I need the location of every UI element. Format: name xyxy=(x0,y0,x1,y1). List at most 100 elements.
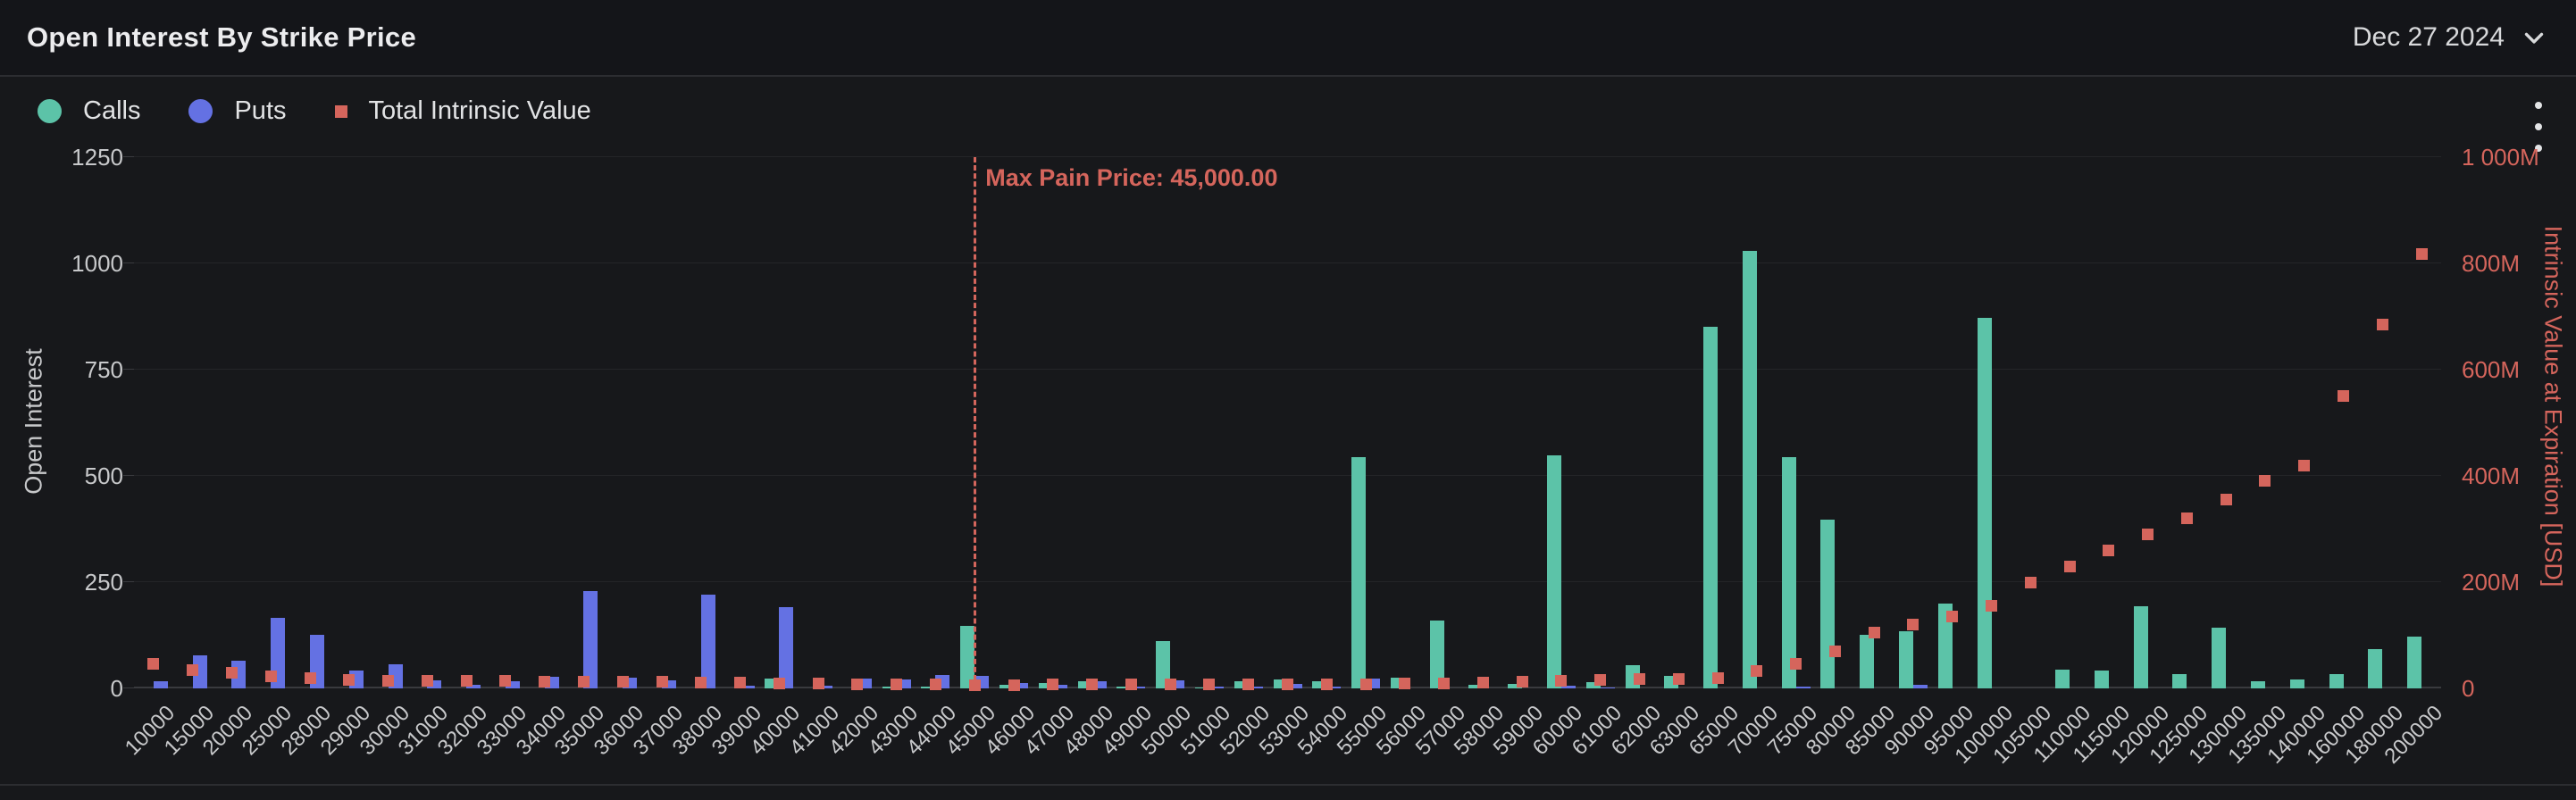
puts-bar-52000[interactable] xyxy=(1248,687,1263,688)
calls-bar-43000[interactable] xyxy=(882,686,897,688)
legend-item-total-intrinsic-value[interactable]: Total Intrinsic Value xyxy=(334,96,591,126)
puts-bar-49000[interactable] xyxy=(1131,686,1146,688)
calls-bar-61000[interactable] xyxy=(1585,681,1601,688)
calls-bar-110000[interactable] xyxy=(2055,669,2070,688)
intrinsic-value-marker-29000[interactable] xyxy=(343,673,355,686)
intrinsic-value-marker-56000[interactable] xyxy=(1399,678,1411,690)
puts-bar-47000[interactable] xyxy=(1052,685,1067,688)
intrinsic-value-marker-85000[interactable] xyxy=(1868,627,1880,639)
intrinsic-value-marker-43000[interactable] xyxy=(891,679,903,691)
calls-bar-200000[interactable] xyxy=(2407,637,2422,688)
intrinsic-value-marker-40000[interactable] xyxy=(773,678,785,690)
calls-bar-90000[interactable] xyxy=(1898,631,1913,688)
intrinsic-value-marker-70000[interactable] xyxy=(1751,665,1763,678)
intrinsic-value-marker-105000[interactable] xyxy=(2024,576,2037,588)
intrinsic-value-marker-63000[interactable] xyxy=(1672,672,1685,685)
puts-bar-38000[interactable] xyxy=(700,595,715,688)
puts-bar-32000[interactable] xyxy=(466,685,481,688)
calls-bar-65000[interactable] xyxy=(1703,327,1719,688)
intrinsic-value-marker-48000[interactable] xyxy=(1086,679,1099,691)
puts-bar-50000[interactable] xyxy=(1170,679,1185,688)
legend-item-puts[interactable]: Puts xyxy=(188,96,287,126)
intrinsic-value-marker-52000[interactable] xyxy=(1242,679,1255,691)
intrinsic-value-marker-30000[interactable] xyxy=(382,674,395,687)
intrinsic-value-marker-65000[interactable] xyxy=(1711,671,1724,684)
calls-bar-125000[interactable] xyxy=(2172,674,2187,688)
intrinsic-value-marker-25000[interactable] xyxy=(264,670,277,682)
intrinsic-value-marker-90000[interactable] xyxy=(1907,619,1919,631)
intrinsic-value-marker-15000[interactable] xyxy=(187,663,199,676)
calls-bar-135000[interactable] xyxy=(2250,680,2265,688)
legend-item-calls[interactable]: Calls xyxy=(38,96,140,126)
puts-bar-54000[interactable] xyxy=(1326,687,1342,688)
intrinsic-value-marker-53000[interactable] xyxy=(1282,679,1293,691)
intrinsic-value-marker-47000[interactable] xyxy=(1047,679,1059,691)
calls-bar-50000[interactable] xyxy=(1156,640,1171,688)
calls-bar-52000[interactable] xyxy=(1234,681,1249,688)
puts-bar-46000[interactable] xyxy=(1014,682,1029,688)
calls-bar-40000[interactable] xyxy=(765,679,780,688)
calls-bar-130000[interactable] xyxy=(2212,628,2227,688)
calls-bar-55000[interactable] xyxy=(1351,456,1367,688)
calls-bar-58000[interactable] xyxy=(1468,684,1484,688)
puts-bar-15000[interactable] xyxy=(192,654,207,688)
calls-bar-100000[interactable] xyxy=(1977,317,1992,688)
expiry-date-selector[interactable]: Dec 27 2024 xyxy=(2353,22,2549,53)
puts-bar-41000[interactable] xyxy=(818,685,833,688)
puts-bar-48000[interactable] xyxy=(1091,680,1107,688)
intrinsic-value-marker-10000[interactable] xyxy=(147,658,160,671)
intrinsic-value-marker-39000[interactable] xyxy=(734,676,747,688)
intrinsic-value-marker-35000[interactable] xyxy=(577,675,590,688)
puts-bar-75000[interactable] xyxy=(1795,686,1811,688)
intrinsic-value-marker-59000[interactable] xyxy=(1516,676,1528,688)
intrinsic-value-marker-49000[interactable] xyxy=(1125,678,1137,690)
puts-bar-33000[interactable] xyxy=(505,681,520,688)
calls-bar-44000[interactable] xyxy=(921,686,936,688)
intrinsic-value-marker-32000[interactable] xyxy=(460,675,473,688)
puts-bar-60000[interactable] xyxy=(1560,686,1576,688)
calls-bar-56000[interactable] xyxy=(1390,678,1405,688)
kebab-menu-button[interactable] xyxy=(2521,100,2556,154)
intrinsic-value-marker-125000[interactable] xyxy=(2180,512,2193,525)
calls-bar-54000[interactable] xyxy=(1312,681,1327,688)
puts-bar-43000[interactable] xyxy=(896,679,911,688)
puts-bar-90000[interactable] xyxy=(1912,685,1928,688)
intrinsic-value-marker-180000[interactable] xyxy=(2376,318,2388,330)
intrinsic-value-marker-110000[interactable] xyxy=(2063,560,2076,572)
intrinsic-value-marker-28000[interactable] xyxy=(304,672,316,685)
intrinsic-value-marker-55000[interactable] xyxy=(1359,678,1372,690)
calls-bar-80000[interactable] xyxy=(1820,520,1836,688)
puts-bar-10000[interactable] xyxy=(153,680,168,688)
intrinsic-value-marker-57000[interactable] xyxy=(1438,677,1451,689)
calls-bar-47000[interactable] xyxy=(1038,682,1053,688)
calls-bar-120000[interactable] xyxy=(2133,606,2148,688)
calls-bar-45000[interactable] xyxy=(960,626,975,688)
intrinsic-value-marker-100000[interactable] xyxy=(1986,600,1998,612)
intrinsic-value-marker-60000[interactable] xyxy=(1555,675,1568,688)
calls-bar-140000[interactable] xyxy=(2289,679,2304,688)
intrinsic-value-marker-160000[interactable] xyxy=(2338,390,2350,403)
intrinsic-value-marker-54000[interactable] xyxy=(1320,679,1333,691)
intrinsic-value-marker-58000[interactable] xyxy=(1476,676,1489,688)
intrinsic-value-marker-115000[interactable] xyxy=(2103,544,2115,556)
intrinsic-value-marker-45000[interactable] xyxy=(968,679,981,691)
intrinsic-value-marker-31000[interactable] xyxy=(421,674,433,687)
intrinsic-value-marker-42000[interactable] xyxy=(851,678,864,690)
calls-bar-49000[interactable] xyxy=(1117,686,1132,688)
intrinsic-value-marker-140000[interactable] xyxy=(2298,459,2311,471)
intrinsic-value-marker-75000[interactable] xyxy=(1790,657,1802,670)
intrinsic-value-marker-135000[interactable] xyxy=(2259,475,2271,488)
calls-bar-115000[interactable] xyxy=(2094,671,2109,688)
intrinsic-value-marker-41000[interactable] xyxy=(812,678,824,690)
intrinsic-value-marker-38000[interactable] xyxy=(695,676,707,688)
calls-bar-60000[interactable] xyxy=(1546,455,1561,688)
calls-bar-70000[interactable] xyxy=(1742,250,1757,688)
intrinsic-value-marker-37000[interactable] xyxy=(656,676,668,688)
intrinsic-value-marker-44000[interactable] xyxy=(929,679,941,691)
calls-bar-53000[interactable] xyxy=(1273,679,1288,688)
calls-bar-59000[interactable] xyxy=(1508,683,1523,688)
intrinsic-value-marker-51000[interactable] xyxy=(1203,679,1216,691)
intrinsic-value-marker-34000[interactable] xyxy=(539,675,551,688)
intrinsic-value-marker-20000[interactable] xyxy=(225,666,238,679)
calls-bar-46000[interactable] xyxy=(999,685,1015,688)
